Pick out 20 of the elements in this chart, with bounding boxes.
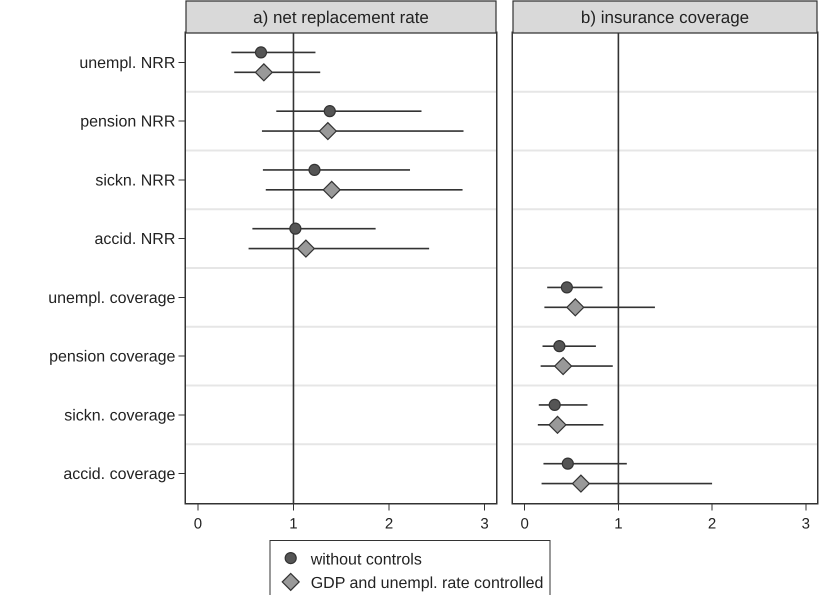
x-tick-label: 1 (614, 515, 623, 532)
chart-title: a) net replacement rate (253, 8, 429, 27)
y-tick-label: sickn. coverage (64, 407, 176, 424)
y-tick-label: accid. coverage (63, 466, 176, 484)
x-tick-label: 3 (802, 515, 810, 532)
legend-label: GDP and unempl. rate controlled (310, 575, 544, 592)
y-tick-label: accid. NRR (94, 231, 176, 248)
chart-title: b) insurance coverage (580, 8, 750, 27)
y-tick-label: sickn. NRR (95, 172, 176, 190)
x-tick-label: 2 (708, 515, 716, 532)
x-tick-label: 0 (520, 515, 529, 532)
y-tick-label: unempl. coverage (48, 290, 176, 307)
y-tick-label: pension coverage (49, 348, 176, 366)
x-tick-label: 3 (480, 515, 489, 532)
x-tick-label: 2 (384, 515, 394, 532)
x-tick-label: 0 (194, 515, 202, 532)
y-tick-label: pension NRR (80, 114, 176, 131)
x-tick-label: 1 (289, 515, 298, 532)
legend-label: without controls (310, 551, 422, 568)
y-tick-label: unempl. NRR (79, 54, 176, 72)
